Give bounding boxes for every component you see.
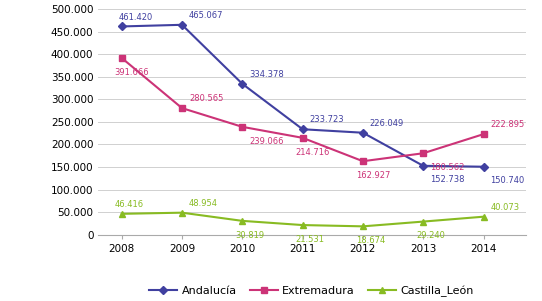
Text: 233.723: 233.723	[309, 115, 344, 124]
Text: 18.674: 18.674	[356, 236, 385, 245]
Text: 21.531: 21.531	[295, 235, 325, 244]
Text: 30.819: 30.819	[235, 231, 264, 240]
Andalucía	[299, 127, 306, 131]
Castilla_León	[119, 212, 125, 216]
Text: 150.740: 150.740	[491, 176, 525, 185]
Extremadura	[480, 132, 487, 136]
Text: 222.895: 222.895	[491, 120, 525, 129]
Legend: Andalucía, Extremadura, Castilla_León: Andalucía, Extremadura, Castilla_León	[145, 281, 479, 301]
Castilla_León	[239, 219, 246, 223]
Extremadura	[179, 106, 185, 110]
Text: 391.666: 391.666	[115, 68, 150, 77]
Text: 239.066: 239.066	[249, 137, 284, 145]
Text: 46.416: 46.416	[115, 200, 144, 209]
Line: Castilla_León: Castilla_León	[119, 209, 487, 229]
Castilla_León	[420, 220, 427, 223]
Text: 40.073: 40.073	[491, 203, 520, 212]
Extremadura	[299, 136, 306, 140]
Line: Extremadura: Extremadura	[119, 55, 487, 164]
Text: 29.240: 29.240	[416, 231, 445, 240]
Text: 48.954: 48.954	[189, 199, 218, 208]
Line: Andalucía: Andalucía	[119, 22, 487, 170]
Castilla_León	[299, 223, 306, 227]
Andalucía	[360, 131, 366, 135]
Castilla_León	[480, 215, 487, 219]
Text: 465.067: 465.067	[189, 11, 223, 20]
Andalucía	[119, 25, 125, 28]
Text: 461.420: 461.420	[119, 13, 153, 21]
Extremadura	[119, 56, 125, 60]
Castilla_León	[360, 225, 366, 228]
Text: 180.562: 180.562	[430, 163, 464, 172]
Text: 226.049: 226.049	[370, 119, 404, 128]
Andalucía	[420, 164, 427, 168]
Castilla_León	[179, 211, 185, 215]
Extremadura	[360, 160, 366, 163]
Text: 152.738: 152.738	[430, 175, 464, 185]
Extremadura	[420, 151, 427, 155]
Andalucía	[179, 23, 185, 26]
Text: 280.565: 280.565	[189, 94, 223, 103]
Text: 214.716: 214.716	[295, 147, 330, 157]
Andalucía	[480, 165, 487, 169]
Extremadura	[239, 125, 246, 129]
Text: 162.927: 162.927	[356, 171, 390, 180]
Andalucía	[239, 82, 246, 85]
Text: 334.378: 334.378	[249, 70, 284, 79]
